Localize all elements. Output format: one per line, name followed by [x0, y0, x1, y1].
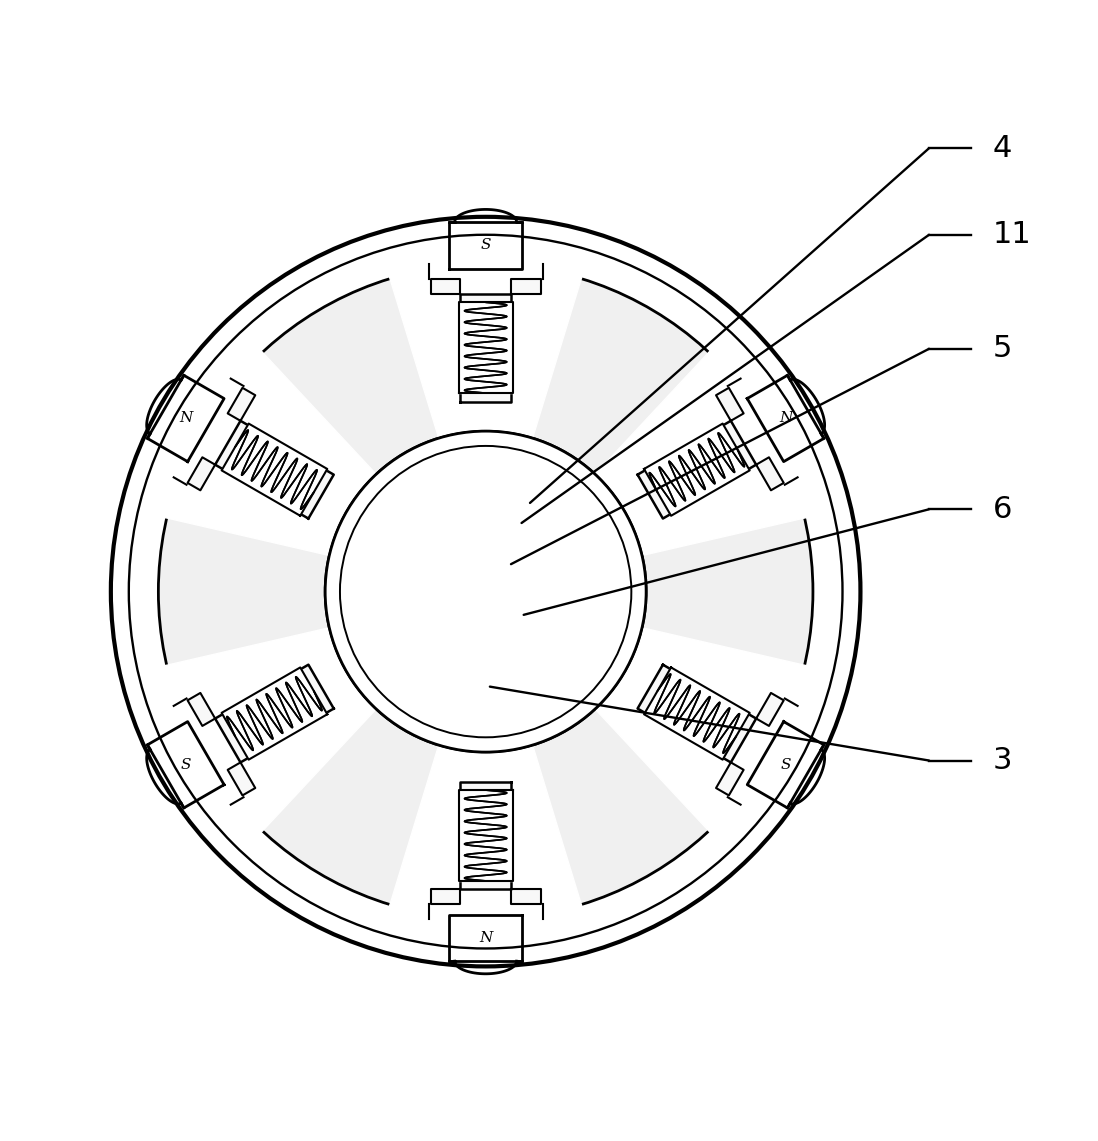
Polygon shape [511, 280, 540, 294]
Polygon shape [596, 348, 809, 555]
Polygon shape [161, 348, 374, 555]
Polygon shape [147, 375, 224, 462]
Polygon shape [596, 629, 809, 835]
Circle shape [340, 446, 631, 737]
Polygon shape [215, 665, 334, 762]
Polygon shape [222, 423, 327, 516]
Text: N: N [778, 412, 793, 426]
Polygon shape [147, 375, 183, 438]
Polygon shape [147, 721, 224, 808]
Polygon shape [459, 302, 513, 394]
Text: S: S [481, 238, 491, 252]
Polygon shape [645, 423, 750, 516]
Polygon shape [716, 388, 743, 421]
Polygon shape [227, 388, 255, 421]
Text: N: N [479, 931, 492, 945]
Circle shape [340, 446, 631, 737]
Polygon shape [430, 280, 460, 294]
Text: 4: 4 [993, 133, 1011, 163]
Polygon shape [389, 259, 583, 436]
Polygon shape [757, 458, 784, 491]
Polygon shape [645, 667, 750, 760]
Polygon shape [188, 458, 215, 491]
Text: 11: 11 [993, 220, 1031, 249]
Text: N: N [179, 412, 192, 426]
Polygon shape [147, 745, 183, 808]
Circle shape [158, 265, 813, 919]
Polygon shape [449, 210, 522, 222]
Polygon shape [460, 782, 511, 889]
Polygon shape [459, 790, 513, 881]
Polygon shape [449, 915, 522, 961]
Circle shape [325, 431, 646, 752]
Text: 3: 3 [993, 746, 1012, 775]
Text: 6: 6 [993, 495, 1011, 524]
Polygon shape [188, 693, 215, 726]
Polygon shape [787, 375, 825, 438]
Polygon shape [638, 421, 757, 518]
Polygon shape [227, 762, 255, 795]
Polygon shape [389, 747, 583, 924]
Polygon shape [222, 667, 327, 760]
Polygon shape [215, 421, 334, 518]
Polygon shape [460, 294, 511, 402]
Polygon shape [748, 375, 824, 462]
Polygon shape [449, 222, 522, 268]
Polygon shape [430, 889, 460, 904]
Text: S: S [781, 758, 791, 771]
Text: S: S [180, 758, 191, 771]
Polygon shape [787, 745, 825, 808]
Polygon shape [716, 762, 743, 795]
Polygon shape [748, 721, 824, 808]
Circle shape [325, 431, 646, 752]
Polygon shape [757, 693, 784, 726]
Polygon shape [449, 961, 522, 973]
Polygon shape [511, 889, 540, 904]
Polygon shape [161, 629, 374, 835]
Text: 5: 5 [993, 334, 1011, 363]
Polygon shape [638, 665, 757, 762]
